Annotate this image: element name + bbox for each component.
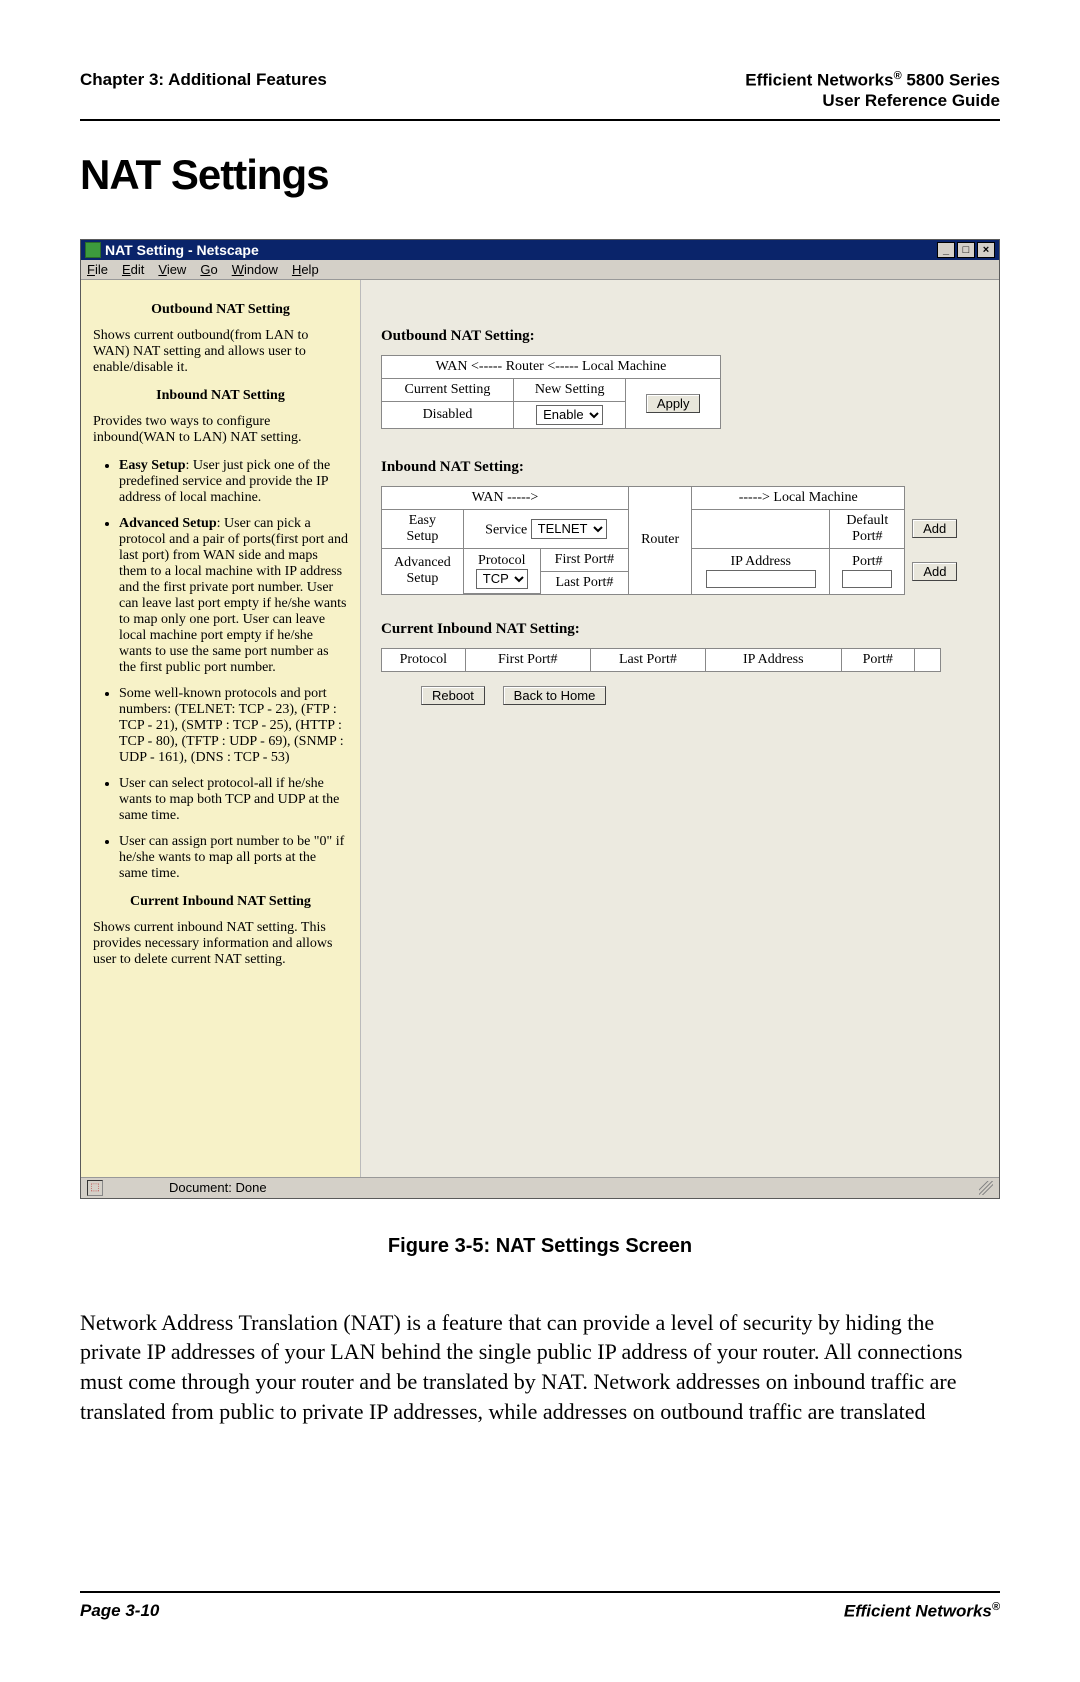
page-title: NAT Settings <box>80 151 1000 199</box>
last-port-label: Last Port# <box>540 571 628 594</box>
protocol-select[interactable]: TCP <box>476 569 528 589</box>
menu-help[interactable]: Help <box>292 262 319 277</box>
header-left: Chapter 3: Additional Features <box>80 70 327 90</box>
ct-c1: Protocol <box>382 649 466 672</box>
menu-edit[interactable]: Edit <box>122 262 144 277</box>
statusbar: ⬚ Document: Done <box>81 1177 999 1198</box>
menu-view[interactable]: View <box>158 262 186 277</box>
sidebar-sec3-title: Current Inbound NAT Setting <box>93 894 348 910</box>
port-label: Port# <box>842 554 892 570</box>
sidebar-bullets: Easy Setup: User just pick one of the pr… <box>93 458 348 882</box>
footer-left: Page 3-10 <box>80 1601 159 1622</box>
sidebar-bullet: User can assign port number to be "0" if… <box>119 834 348 882</box>
screenshot-window: NAT Setting - Netscape _ □ × File Edit V… <box>80 239 1000 1199</box>
first-port-label: First Port# <box>540 549 628 572</box>
app-icon <box>85 242 101 258</box>
sidebar-bullet: Advanced Setup: User can pick a protocol… <box>119 516 348 676</box>
page-header: Chapter 3: Additional Features Efficient… <box>80 70 1000 121</box>
ct-c4: IP Address <box>705 649 841 672</box>
outbound-title: Outbound NAT Setting: <box>381 328 979 345</box>
ct-c3: Last Port# <box>590 649 705 672</box>
ct-c2: First Port# <box>465 649 590 672</box>
main-pane: Outbound NAT Setting: WAN <----- Router … <box>361 280 999 1177</box>
ct-c5: Port# <box>841 649 914 672</box>
outbound-col2: New Setting <box>513 378 625 401</box>
current-inbound-title: Current Inbound NAT Setting: <box>381 621 979 638</box>
footer-right: Efficient Networks® <box>844 1601 1000 1622</box>
close-button[interactable]: × <box>977 242 995 258</box>
body-paragraph: Network Address Translation (NAT) is a f… <box>80 1308 1000 1427</box>
resize-grip-icon[interactable] <box>979 1181 993 1195</box>
header-subtitle: User Reference Guide <box>822 91 1000 110</box>
figure-caption: Figure 3-5: NAT Settings Screen <box>80 1235 1000 1258</box>
inbound-table: WAN -----> Router -----> Local Machine E… <box>381 486 971 596</box>
header-series: 5800 Series <box>902 71 1000 90</box>
header-brand: Efficient Networks <box>745 71 893 90</box>
outbound-col1: Current Setting <box>382 378 514 401</box>
easy-setup-label: Easy Setup <box>382 509 464 548</box>
sidebar-sec3-text: Shows current inbound NAT setting. This … <box>93 920 348 968</box>
sidebar-sec2-title: Inbound NAT Setting <box>93 388 348 404</box>
sidebar-bullet: Easy Setup: User just pick one of the pr… <box>119 458 348 506</box>
menubar: File Edit View Go Window Help <box>81 260 999 280</box>
window-title: NAT Setting - Netscape <box>105 242 259 258</box>
help-sidebar: Outbound NAT Setting Shows current outbo… <box>81 280 361 1177</box>
inbound-local-header: -----> Local Machine <box>692 486 905 509</box>
sidebar-bullet: Some well-known protocols and port numbe… <box>119 686 348 766</box>
protocol-label: Protocol <box>476 553 528 569</box>
service-select[interactable]: TELNET <box>531 519 607 539</box>
ip-label: IP Address <box>704 554 817 570</box>
outbound-current-value: Disabled <box>382 401 514 428</box>
apply-button[interactable]: Apply <box>646 394 701 413</box>
status-text: Document: Done <box>169 1180 267 1195</box>
sidebar-sec1-title: Outbound NAT Setting <box>93 302 348 318</box>
sidebar-bullet: User can select protocol-all if he/she w… <box>119 776 348 824</box>
header-right: Efficient Networks® 5800 Series User Ref… <box>745 70 1000 111</box>
back-home-button[interactable]: Back to Home <box>503 686 607 705</box>
add-button-adv[interactable]: Add <box>912 562 957 581</box>
inbound-title: Inbound NAT Setting: <box>381 459 979 476</box>
menu-go[interactable]: Go <box>200 262 217 277</box>
window-titlebar: NAT Setting - Netscape _ □ × <box>81 240 999 260</box>
advanced-setup-label: Advanced Setup <box>382 548 464 595</box>
sidebar-sec2-text: Provides two ways to configure inbound(W… <box>93 414 348 446</box>
outbound-new-select[interactable]: Enable <box>536 405 603 425</box>
inbound-router: Router <box>629 486 692 595</box>
add-button-easy[interactable]: Add <box>912 519 957 538</box>
outbound-table: WAN <----- Router <----- Local Machine C… <box>381 355 721 429</box>
reg-icon: ® <box>894 70 902 82</box>
ip-input[interactable] <box>706 570 816 588</box>
current-inbound-table: Protocol First Port# Last Port# IP Addre… <box>381 648 941 672</box>
page-footer: Page 3-10 Efficient Networks® <box>80 1591 1000 1622</box>
content-area: Outbound NAT Setting Shows current outbo… <box>81 280 999 1177</box>
inbound-wan-header: WAN -----> <box>382 486 629 509</box>
minimize-button[interactable]: _ <box>937 242 955 258</box>
default-port-label: Default Port# <box>830 509 905 548</box>
status-icon: ⬚ <box>87 1180 103 1196</box>
menu-window[interactable]: Window <box>232 262 278 277</box>
sidebar-sec1-text: Shows current outbound(from LAN to WAN) … <box>93 328 348 376</box>
port-input[interactable] <box>842 570 892 588</box>
menu-file[interactable]: File <box>87 262 108 277</box>
maximize-button[interactable]: □ <box>957 242 975 258</box>
reg-icon: ® <box>992 1601 1000 1613</box>
reboot-button[interactable]: Reboot <box>421 686 485 705</box>
outbound-flow: WAN <----- Router <----- Local Machine <box>382 355 721 378</box>
service-label: Service <box>485 522 527 537</box>
